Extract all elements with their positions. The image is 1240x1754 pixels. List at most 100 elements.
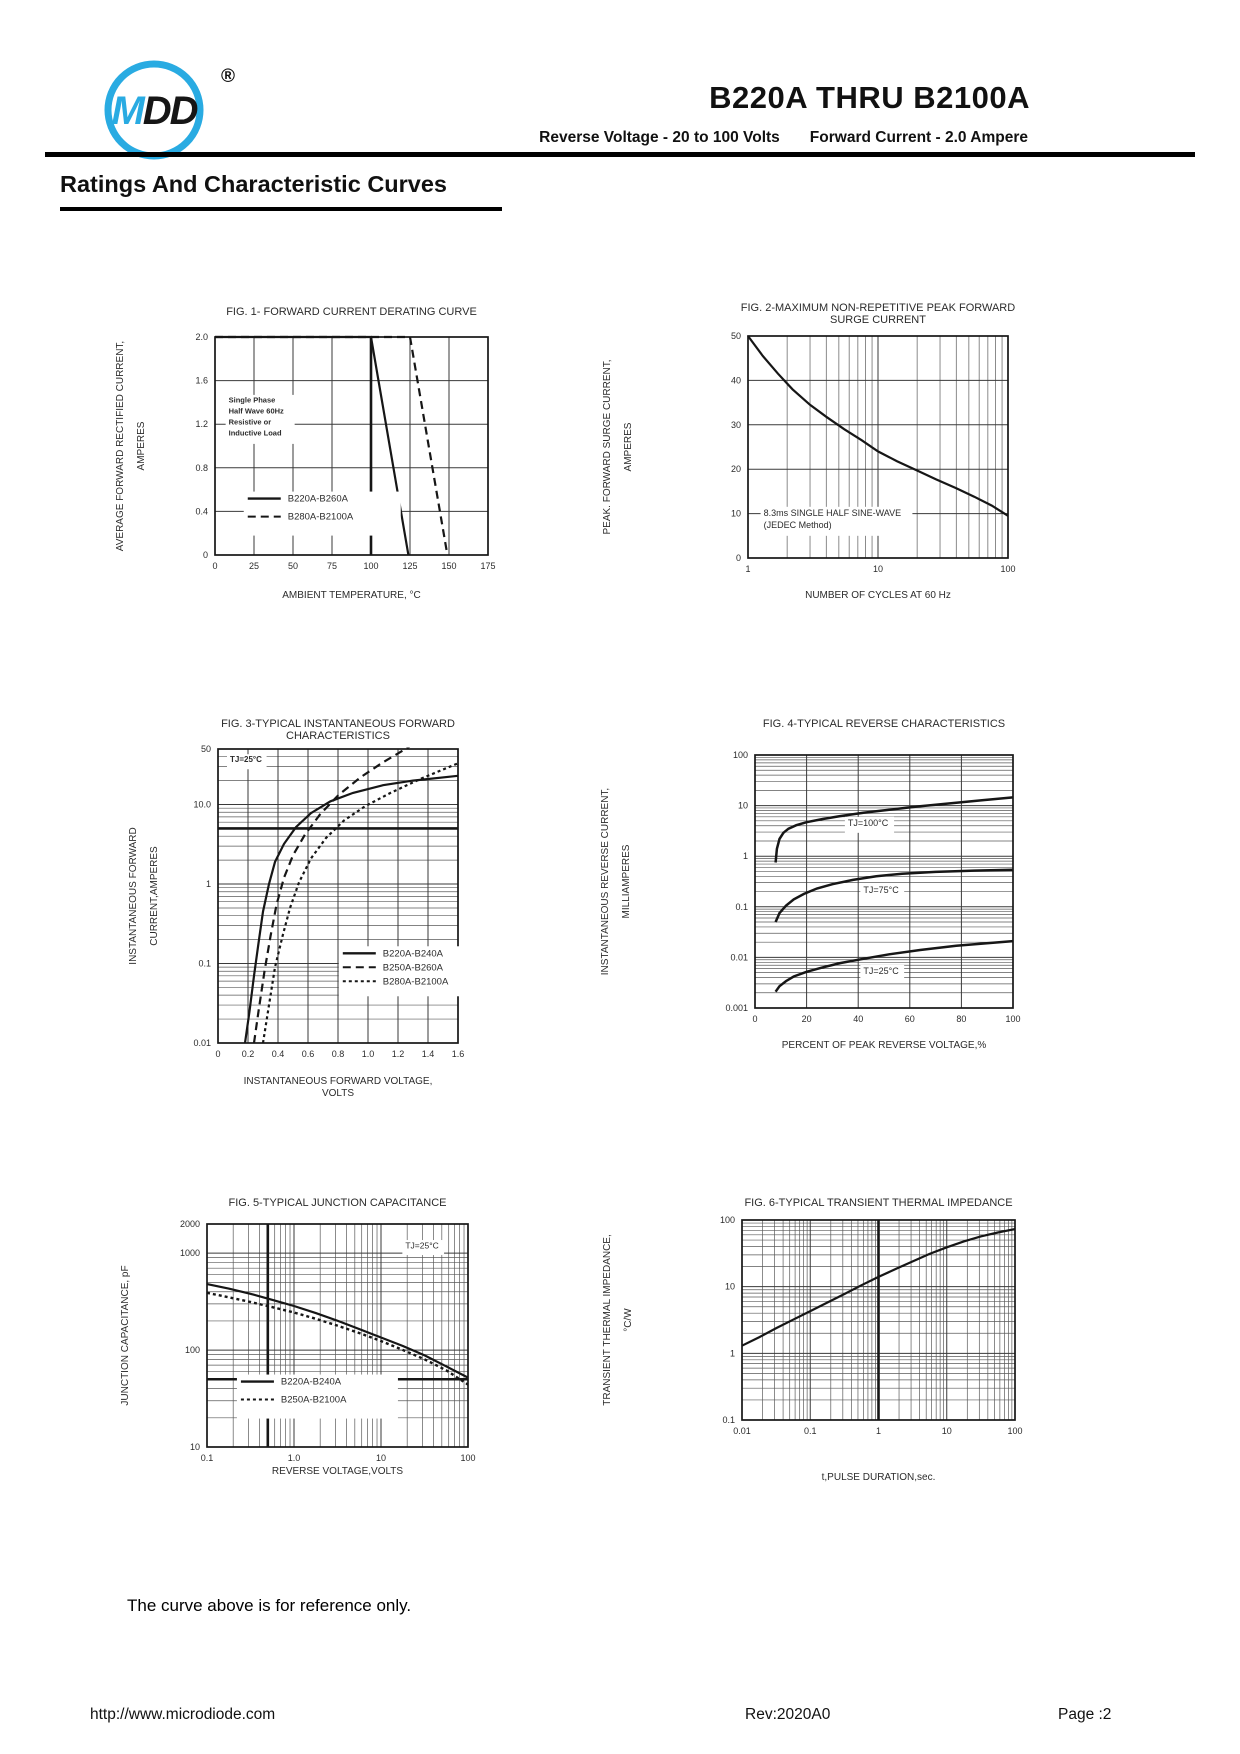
svg-text:TJ=25°C: TJ=25°C [863, 966, 899, 976]
logo-text: MDD [111, 89, 197, 133]
svg-text:100: 100 [720, 1215, 735, 1225]
svg-text:100: 100 [1000, 564, 1015, 574]
svg-text:0.1: 0.1 [198, 959, 211, 969]
reference-note: The curve above is for reference only. [127, 1596, 412, 1615]
svg-text:Half Wave 60Hz: Half Wave 60Hz [229, 406, 284, 415]
svg-text:TJ=25°C: TJ=25°C [230, 755, 262, 764]
svg-text:NUMBER OF CYCLES AT 60 Hz: NUMBER OF CYCLES AT 60 Hz [805, 590, 951, 601]
svg-text:10: 10 [731, 509, 741, 519]
svg-text:INSTANTANEOUS FORWARD: INSTANTANEOUS FORWARD [128, 827, 139, 964]
subtitle-reverse-voltage: Reverse Voltage - 20 to 100 Volts [539, 129, 780, 146]
svg-text:0.01: 0.01 [730, 952, 748, 962]
svg-text:0.4: 0.4 [195, 506, 208, 516]
svg-text:°C/W: °C/W [623, 1308, 634, 1332]
registered-trademark-icon: ® [221, 66, 235, 87]
svg-text:1.2: 1.2 [392, 1049, 405, 1059]
subtitle: Reverse Voltage - 20 to 100 Volts Forward… [539, 129, 1028, 147]
svg-text:(JEDEC Method): (JEDEC Method) [764, 520, 832, 530]
svg-text:0.1: 0.1 [722, 1415, 735, 1425]
svg-text:SURGE CURRENT: SURGE CURRENT [830, 314, 926, 326]
svg-text:0.01: 0.01 [193, 1038, 211, 1048]
svg-text:VOLTS: VOLTS [322, 1088, 354, 1099]
svg-text:0.4: 0.4 [272, 1049, 285, 1059]
svg-text:50: 50 [201, 744, 211, 754]
svg-text:B250A-B2100A: B250A-B2100A [281, 1395, 347, 1406]
fig5-typical-junction-capacitance: 0.1 1.0 10 100 10 100 1000 2000 FIG. 5-TYPICAL J… [120, 1197, 476, 1477]
svg-text:Resistive or: Resistive or [229, 417, 272, 426]
svg-text:FIG. 1- FORWARD CURRENT DERATI: FIG. 1- FORWARD CURRENT DERATING CURVE [226, 306, 477, 318]
svg-text:40: 40 [853, 1014, 863, 1024]
svg-text:40: 40 [731, 375, 741, 385]
svg-text:100: 100 [185, 1345, 200, 1355]
svg-text:100: 100 [733, 750, 748, 760]
svg-text:0.8: 0.8 [332, 1049, 345, 1059]
svg-text:1: 1 [730, 1348, 735, 1358]
svg-text:AMBIENT TEMPERATURE, °C: AMBIENT TEMPERATURE, °C [282, 590, 420, 601]
svg-text:10: 10 [725, 1282, 735, 1292]
svg-text:FIG. 3-TYPICAL INSTANTANEOUS F: FIG. 3-TYPICAL INSTANTANEOUS FORWARD [221, 718, 455, 730]
svg-text:0.1: 0.1 [201, 1453, 214, 1463]
svg-text:20: 20 [731, 464, 741, 474]
svg-text:50: 50 [288, 561, 298, 571]
svg-text:B280A-B2100A: B280A-B2100A [383, 976, 449, 987]
svg-text:REVERSE VOLTAGE,VOLTS: REVERSE VOLTAGE,VOLTS [272, 1466, 403, 1477]
svg-text:1: 1 [745, 564, 750, 574]
svg-text:0.01: 0.01 [733, 1426, 751, 1436]
svg-text:50: 50 [731, 331, 741, 341]
svg-text:25: 25 [249, 561, 259, 571]
svg-text:1.4: 1.4 [422, 1049, 435, 1059]
svg-text:TJ=75°C: TJ=75°C [863, 885, 899, 895]
svg-text:B250A-B260A: B250A-B260A [383, 962, 444, 973]
svg-text:AMPERES: AMPERES [136, 421, 147, 470]
svg-text:75: 75 [327, 561, 337, 571]
svg-text:10: 10 [190, 1442, 200, 1452]
section-heading: Ratings And Characteristic Curves [60, 171, 502, 211]
svg-text:CURRENT,AMPERES: CURRENT,AMPERES [149, 846, 160, 946]
svg-text:PERCENT OF PEAK REVERSE VOLTAG: PERCENT OF PEAK REVERSE VOLTAGE,% [782, 1040, 987, 1051]
footer-page-number: Page :2 [1058, 1706, 1112, 1723]
svg-text:150: 150 [441, 561, 456, 571]
svg-text:Single Phase: Single Phase [229, 395, 276, 404]
svg-text:8.3ms SINGLE HALF SINE-WAVE: 8.3ms SINGLE HALF SINE-WAVE [764, 508, 902, 518]
svg-text:FIG. 6-TYPICAL TRANSIENT THERM: FIG. 6-TYPICAL TRANSIENT THERMAL IMPEDAN… [744, 1197, 1012, 1209]
svg-text:FIG. 5-TYPICAL JUNCTION CAPACI: FIG. 5-TYPICAL JUNCTION CAPACITANCE [229, 1197, 447, 1209]
svg-text:1: 1 [876, 1426, 881, 1436]
svg-text:1.0: 1.0 [288, 1453, 301, 1463]
svg-text:175: 175 [480, 561, 495, 571]
svg-text:10: 10 [942, 1426, 952, 1436]
svg-text:INSTANTANEOUS REVERSE CURRENT,: INSTANTANEOUS REVERSE CURRENT, [600, 788, 611, 975]
svg-text:1.6: 1.6 [452, 1049, 465, 1059]
fig1-forward-current-derating-curve: 0 25 50 75 100 125 150 175 0 0.4 0.8 1.2 1.6 2.0 FIG. … [115, 306, 496, 601]
svg-text:0.001: 0.001 [725, 1003, 748, 1013]
svg-text:10: 10 [376, 1453, 386, 1463]
header-rule [45, 152, 1195, 157]
svg-text:TRANSIENT THERMAL IMPEDANCE,: TRANSIENT THERMAL IMPEDANCE, [602, 1234, 613, 1406]
svg-text:B220A-B240A: B220A-B240A [383, 948, 444, 959]
svg-text:30: 30 [731, 420, 741, 430]
footer-url: http://www.microdiode.com [90, 1706, 276, 1723]
svg-text:80: 80 [956, 1014, 966, 1024]
svg-text:0.6: 0.6 [302, 1049, 315, 1059]
svg-text:125: 125 [402, 561, 417, 571]
svg-text:0.1: 0.1 [735, 902, 748, 912]
svg-text:B220A-B240A: B220A-B240A [281, 1377, 342, 1388]
svg-text:100: 100 [1005, 1014, 1020, 1024]
svg-text:TJ=25°C: TJ=25°C [405, 1241, 438, 1251]
svg-text:10.0: 10.0 [193, 800, 211, 810]
svg-text:1.0: 1.0 [362, 1049, 375, 1059]
svg-text:0: 0 [736, 553, 741, 563]
svg-text:TJ=100°C: TJ=100°C [848, 818, 889, 828]
svg-text:INSTANTANEOUS FORWARD VOLTAGE,: INSTANTANEOUS FORWARD VOLTAGE, [244, 1076, 433, 1087]
svg-text:Inductive Load: Inductive Load [229, 428, 282, 437]
svg-text:AVERAGE FORWARD RECTIFIED CURR: AVERAGE FORWARD RECTIFIED CURRENT, [115, 341, 126, 551]
svg-text:20: 20 [802, 1014, 812, 1024]
svg-text:10: 10 [738, 801, 748, 811]
svg-text:JUNCTION CAPACITANCE, pF: JUNCTION CAPACITANCE, pF [120, 1265, 131, 1405]
svg-text:1: 1 [206, 879, 211, 889]
svg-text:0: 0 [752, 1014, 757, 1024]
svg-text:PEAK. FORWARD SURGE CURRENT,: PEAK. FORWARD SURGE CURRENT, [602, 359, 613, 534]
mdd-logo: MDD [104, 60, 204, 160]
svg-text:FIG. 2-MAXIMUM NON-REPETITIVE: FIG. 2-MAXIMUM NON-REPETITIVE PEAK FORWA… [741, 302, 1015, 314]
svg-text:t,PULSE DURATION,sec.: t,PULSE DURATION,sec. [822, 1472, 936, 1483]
